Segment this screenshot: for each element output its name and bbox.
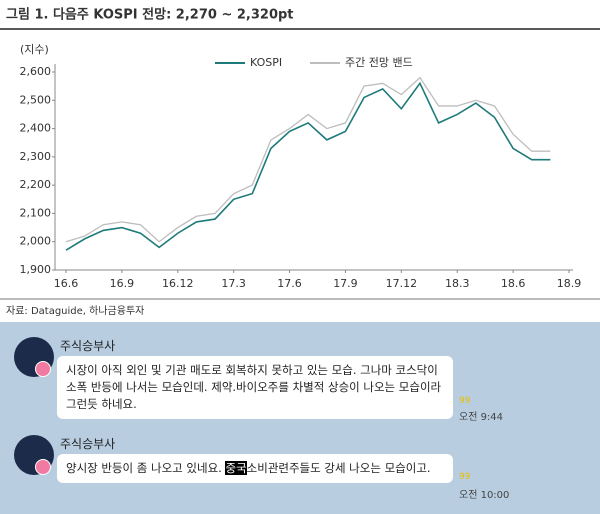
message-text: 소비관련주들도 강세 나오는 모습이고. xyxy=(246,461,431,475)
x-tick-label: 18.3 xyxy=(445,277,470,290)
y-tick-label: 2,200 xyxy=(20,178,52,191)
line-series xyxy=(65,76,551,243)
x-tick-label: 17.6 xyxy=(277,277,302,290)
avatar-badge xyxy=(35,459,51,475)
chart-title: 그림 1. 다음주 KOSPI 전망: 2,270 ~ 2,320pt xyxy=(6,7,294,23)
y-tick-label: 2,300 xyxy=(20,150,52,163)
y-tick-label: 2,400 xyxy=(20,122,52,135)
unread-count: 99 xyxy=(459,472,471,482)
x-tick-label: 16.12 xyxy=(162,277,194,290)
y-tick-label: 2,000 xyxy=(20,235,52,248)
message-bubble: 양시장 반등이 좀 나오고 있네요. 중국소비관련주들도 강세 나오는 모습이고… xyxy=(57,454,453,483)
x-tick-label: 18.6 xyxy=(501,277,526,290)
chat-area: 주식승부사 시장이 아직 외인 및 기관 매도로 회복하지 못하고 있는 모습.… xyxy=(0,322,600,514)
sender: 주식승부사 xyxy=(60,339,116,353)
line-series xyxy=(65,81,551,251)
x-tick-label: 17.12 xyxy=(386,277,418,290)
chart: 그림 1. 다음주 KOSPI 전망: 2,270 ~ 2,320pt (지수)… xyxy=(0,7,600,317)
legend-label: 주간 전망 밴드 xyxy=(345,56,413,69)
x-tick-label: 18.9 xyxy=(557,277,582,290)
x-tick-label: 17.3 xyxy=(221,277,246,290)
x-tick-label: 17.9 xyxy=(333,277,358,290)
unread-count: 99 xyxy=(459,396,471,406)
y-tick-label: 2,100 xyxy=(20,206,52,219)
source: 자료: Dataguide, 하나금융투자 xyxy=(6,304,144,317)
highlighted-text: 중국 xyxy=(225,461,247,475)
message-bubble: 시장이 아직 외인 및 기관 매도로 회복하지 못하고 있는 모습. 그나마 코… xyxy=(57,356,453,419)
x-tick-label: 16.6 xyxy=(54,277,79,290)
y-tick-label: 2,600 xyxy=(20,65,52,78)
message-text: 양시장 반등이 좀 나오고 있네요. xyxy=(66,461,226,475)
timestamp: 오전 10:00 xyxy=(459,490,510,501)
y-axis-label: (지수) xyxy=(20,43,49,56)
y-tick-label: 2,500 xyxy=(20,93,52,106)
timestamp: 오전 9:44 xyxy=(459,412,504,423)
avatar-badge xyxy=(35,361,51,377)
x-tick-label: 16.9 xyxy=(110,277,135,290)
y-tick-label: 1,900 xyxy=(20,263,52,276)
sender: 주식승부사 xyxy=(60,437,116,451)
legend-label: KOSPI xyxy=(250,56,282,69)
